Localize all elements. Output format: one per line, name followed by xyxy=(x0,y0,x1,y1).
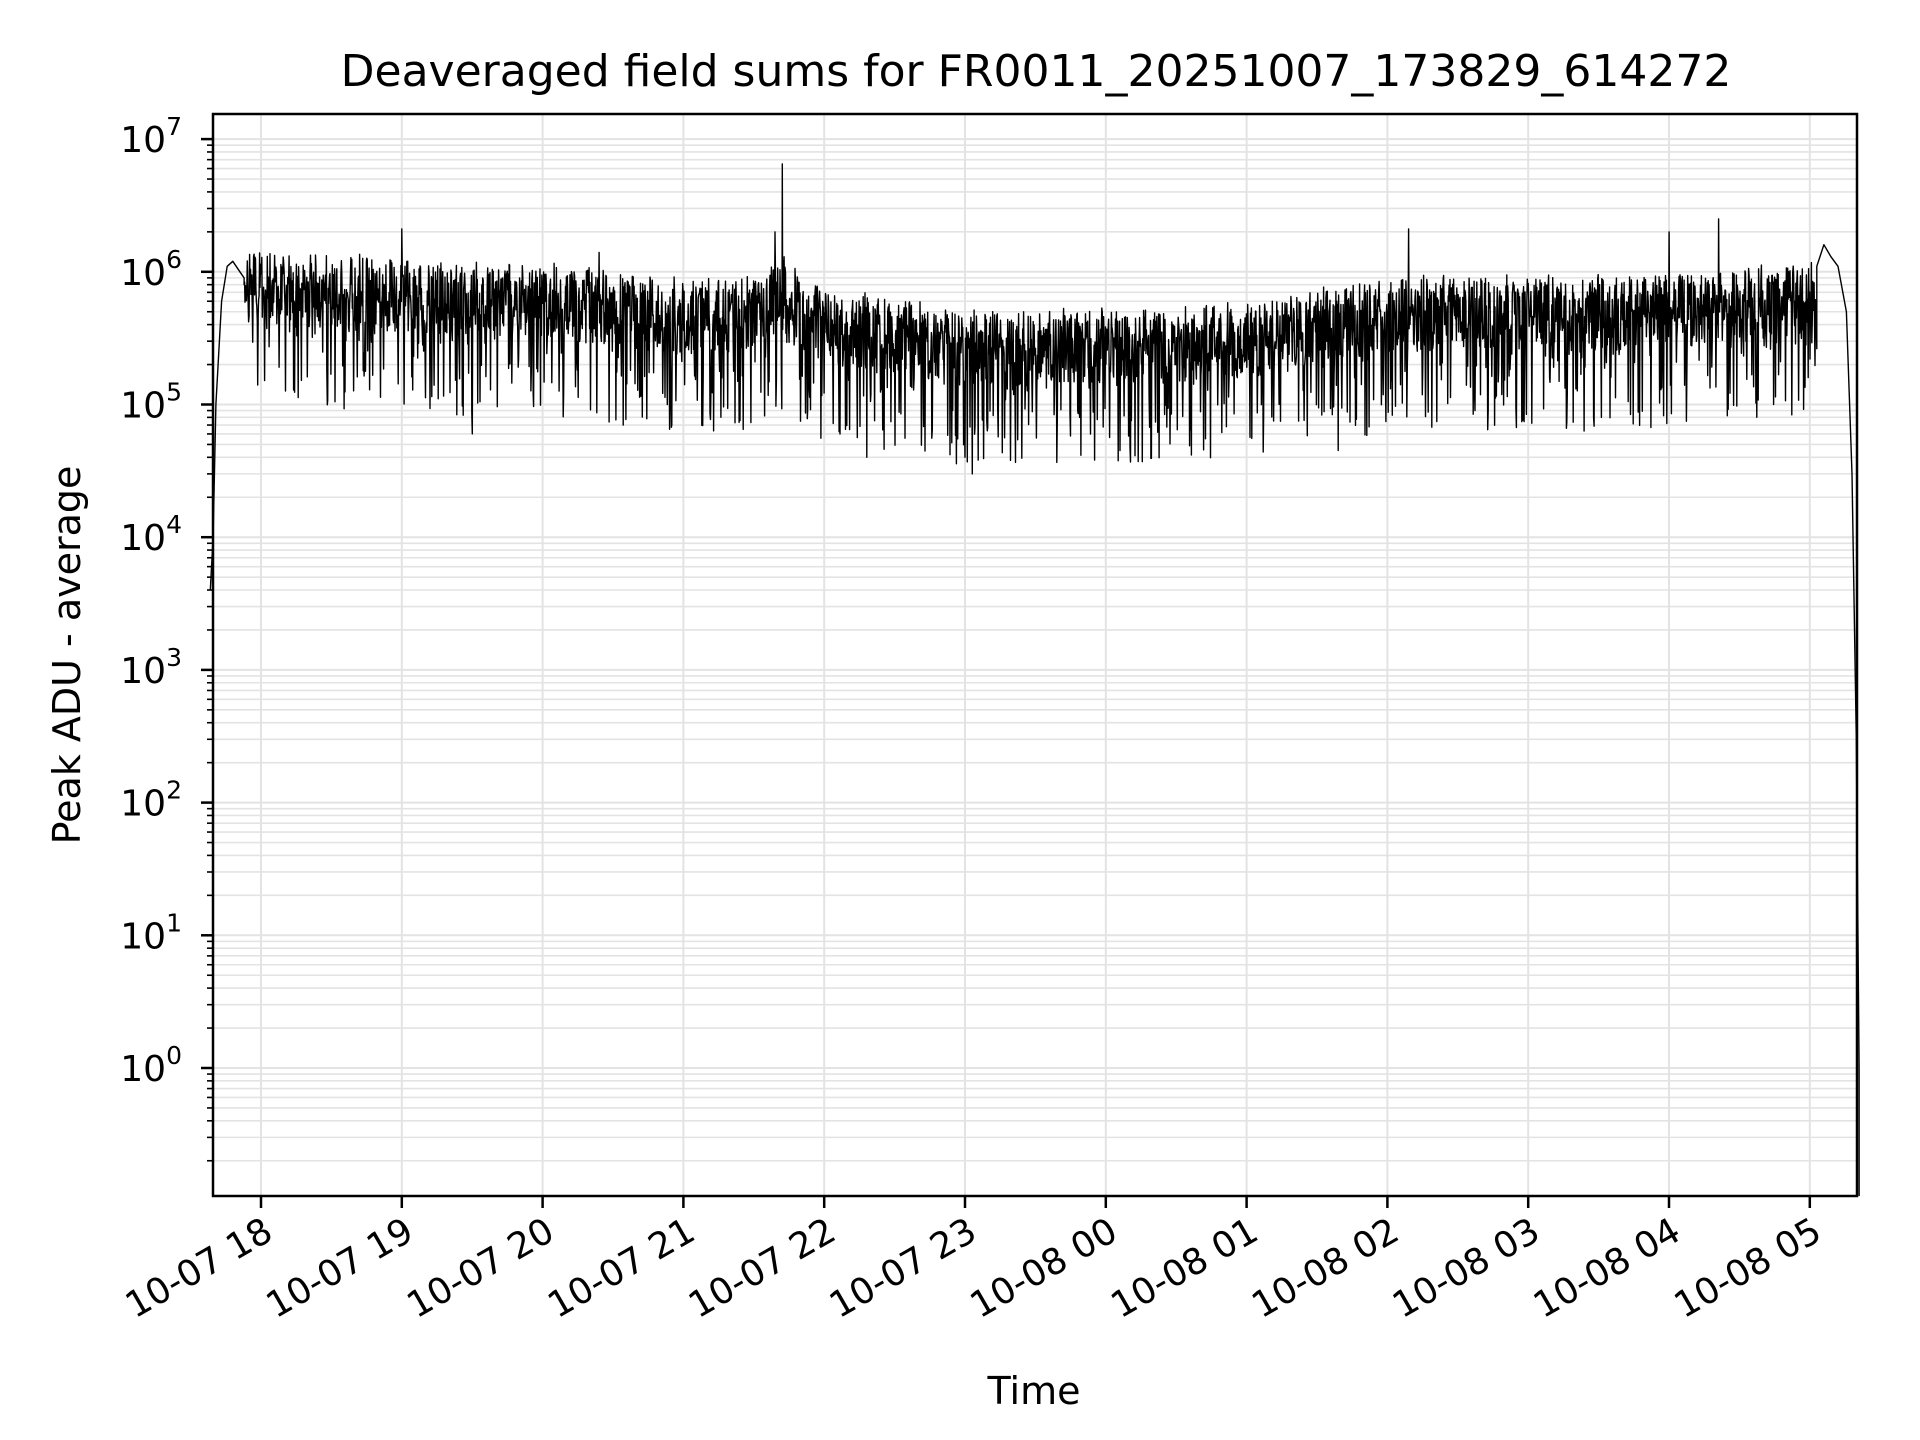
y-tick-label: 102 xyxy=(120,776,182,825)
y-tick-label: 107 xyxy=(120,112,182,161)
y-tick-base: 10 xyxy=(120,386,166,427)
y-tick-exponent: 7 xyxy=(166,112,182,141)
y-tick-base: 10 xyxy=(120,651,166,692)
y-tick-label: 101 xyxy=(120,908,182,957)
series-layer xyxy=(209,163,1860,1196)
y-tick-exponent: 4 xyxy=(166,510,182,539)
y-tick-label: 105 xyxy=(120,378,182,427)
y-tick-base: 10 xyxy=(120,916,166,957)
y-tick-base: 10 xyxy=(120,1049,166,1090)
y-tick-label: 103 xyxy=(120,643,182,692)
series-line-field-sum xyxy=(209,163,1860,1196)
chart-title: Deaveraged field sums for FR0011_2025100… xyxy=(341,46,1732,97)
plot-frame xyxy=(211,112,1859,1198)
y-tick-label: 100 xyxy=(120,1041,182,1090)
y-tick-exponent: 3 xyxy=(166,643,182,672)
y-axis-label: Peak ADU - average xyxy=(45,466,89,845)
y-tick-base: 10 xyxy=(120,784,166,825)
y-tick-base: 10 xyxy=(120,120,166,161)
y-tick-exponent: 2 xyxy=(166,776,182,805)
y-tick-exponent: 6 xyxy=(166,245,182,274)
y-tick-exponent: 5 xyxy=(166,378,182,407)
x-axis-label: Time xyxy=(987,1369,1081,1413)
y-tick-exponent: 1 xyxy=(166,908,182,937)
y-tick-label: 104 xyxy=(120,510,182,559)
y-tick-base: 10 xyxy=(120,518,166,559)
y-tick-exponent: 0 xyxy=(166,1041,182,1070)
y-tick-label: 106 xyxy=(120,245,182,294)
y-tick-base: 10 xyxy=(120,253,166,294)
